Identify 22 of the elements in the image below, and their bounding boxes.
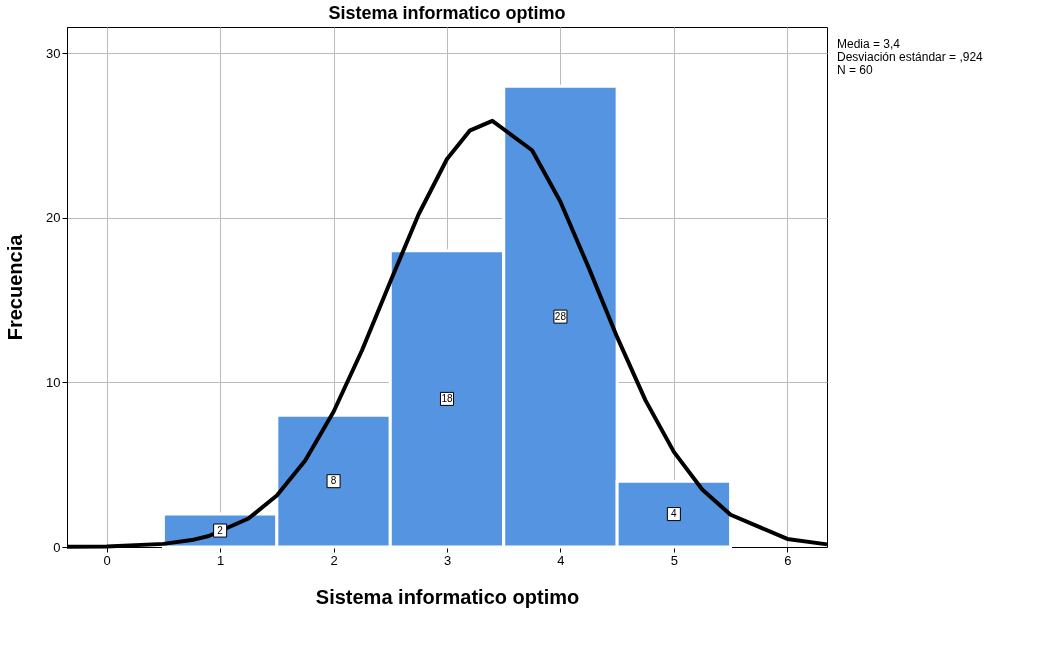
text: N = 60 [837, 63, 874, 77]
y-tick-label: 30 [46, 45, 61, 61]
text: Media = 3,4 [837, 37, 901, 51]
y-tick-label: 0 [53, 539, 61, 555]
x-tick-label: 6 [784, 552, 792, 568]
data-label: 8 [330, 475, 337, 487]
x-tick-label: 1 [217, 552, 225, 568]
data-label: 4 [671, 508, 678, 520]
y-tick-label: 10 [46, 374, 61, 390]
text: Desviación estándar = ,924 [837, 50, 984, 64]
data-label: 28 [554, 310, 567, 322]
chart-title: Sistema informatico optimo [328, 3, 566, 23]
x-tick-label: 5 [670, 552, 678, 568]
x-tick-label: 2 [330, 552, 338, 568]
y-tick-label: 20 [46, 210, 61, 226]
data-label: 2 [217, 524, 224, 536]
x-axis-title: Sistema informatico optimo [315, 585, 580, 608]
x-tick-label: 4 [557, 552, 565, 568]
y-axis-title: Frecuencia [4, 233, 27, 341]
data-label: 18 [441, 392, 453, 404]
x-tick-label: 3 [443, 552, 452, 568]
x-tick-label: 0 [103, 552, 111, 568]
